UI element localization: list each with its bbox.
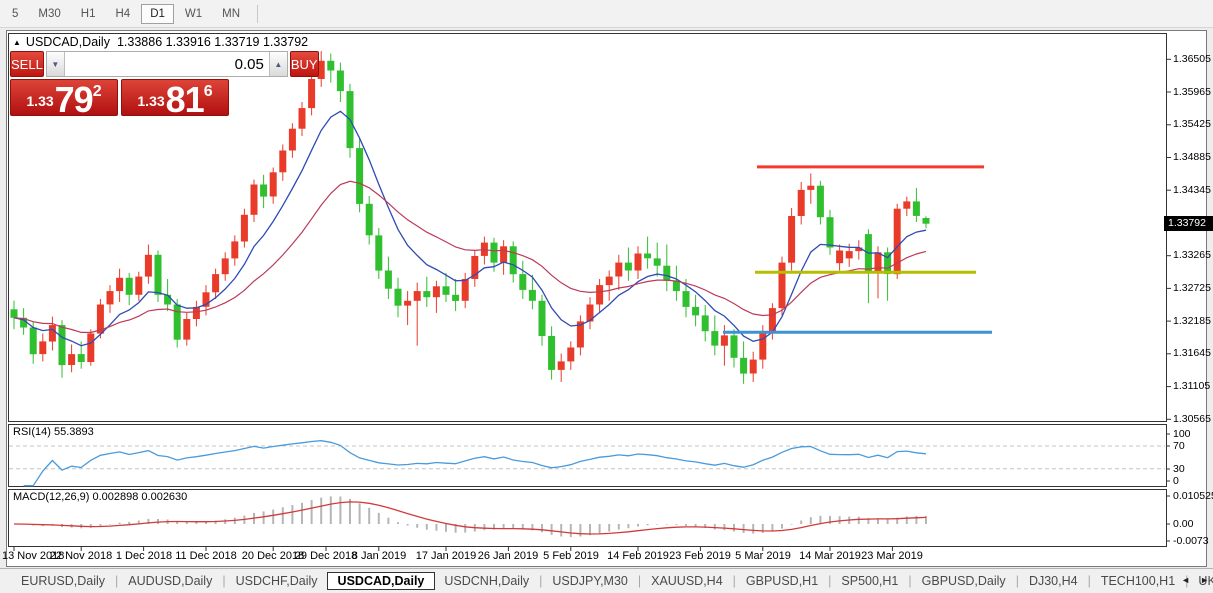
timeframe-button-mn[interactable]: MN [222,7,241,20]
price-tick-label: 1.31105 [1173,380,1211,392]
rsi-line [23,440,927,487]
price-tick-label: 1.33265 [1173,249,1211,261]
chart-title: ▲ USDCAD,Daily 1.33886 1.33916 1.33719 1.3… [13,35,308,49]
buy-button[interactable]: BUY [289,51,319,77]
volume-input[interactable] [64,52,269,76]
price-tick-label: 1.31645 [1173,347,1211,359]
timeframe-button-w1[interactable]: W1 [184,7,203,20]
symbol-tab-bar: EURUSD,Daily | AUDUSD,Daily | USDCHF,Daily US… [0,568,1213,593]
symbol-label: USDCAD,Daily [25,35,110,49]
tab-usdcnh[interactable]: USDCNH,Daily [444,574,530,588]
tab-divider: | [115,574,119,588]
timeframe-button-m30[interactable]: M30 [38,7,61,20]
rsi-tick-label: 70 [1173,440,1185,452]
tab-tech100[interactable]: TECH100,H1 [1100,574,1176,588]
tab-gbpusd[interactable]: GBPUSD,H1 [745,574,819,588]
sell-price-tile[interactable]: 1.33 79 2 [10,79,118,120]
tab-divider: | [222,574,226,588]
macd-tick-label: 0.00 [1173,518,1194,530]
macd-tick-label: 0.010525 [1173,490,1213,502]
macd-signal-line [13,501,927,535]
date-label: 14 Mar 2019 [799,550,861,562]
tab-usdjpy[interactable]: USDJPY,M30 [552,574,628,588]
tab-divider: | [908,574,912,588]
timeframe-button-h1[interactable]: H1 [80,7,96,20]
toolbar-separator [257,4,259,23]
date-label: 17 Jan 2019 [415,550,477,562]
date-label: 5 Feb 2019 [543,550,599,562]
price-tick-label: 1.34345 [1173,184,1211,196]
tab-usdcad[interactable]: USDCAD,Daily [326,572,436,590]
price-tick-label: 1.32185 [1173,315,1211,327]
date-label: 13 Nov 2018 [2,550,65,562]
price-tick-label: 1.32725 [1173,282,1211,294]
volume-spinner: ▼ ▲ [45,51,288,77]
ma-slow-line [13,180,927,334]
price-tick-label: 1.35965 [1173,86,1211,98]
buy-price-prefix: 1.33 [137,93,165,109]
date-label: 20 Dec 2018 [241,550,305,562]
volume-decrease-button[interactable]: ▼ [46,52,65,76]
price-tick-label: 1.35425 [1173,118,1211,130]
sell-button[interactable]: SELL [10,51,44,77]
date-label: 29 Dec 2018 [294,550,358,562]
collapse-icon[interactable]: ▲ [13,38,21,47]
buy-price-frac: 6 [203,83,213,100]
date-label: 23 Mar 2019 [861,550,923,562]
rsi-tick-label: 100 [1173,428,1191,440]
rsi-tick-label: 30 [1173,463,1185,475]
tab-divider: | [1087,574,1091,588]
date-label: 22 Nov 2018 [49,550,113,562]
price-tick-label: 1.34885 [1173,151,1211,163]
tab-divider: | [1015,574,1019,588]
chevron-up-icon: ▲ [274,59,283,69]
tab-dj30[interactable]: DJ30,H4 [1028,574,1078,588]
sell-price-prefix: 1.33 [26,93,54,109]
rsi-tick-label: 0 [1173,475,1179,487]
buy-price-tile[interactable]: 1.33 81 6 [121,79,229,120]
tab-gbpusd[interactable]: GBPUSD,Daily [921,574,1006,588]
date-label: 8 Jan 2019 [351,550,407,562]
rsi-indicator-label: RSI(14) 55.3893 [13,426,94,438]
macd-indicator-label: MACD(12,26,9) 0.002898 0.002630 [13,491,188,503]
tab-sp500[interactable]: SP500,H1 [841,574,899,588]
date-label: 11 Dec 2018 [175,550,237,562]
tab-scroll-left-icon[interactable]: ◄ [1181,575,1191,585]
tab-eurusd[interactable]: EURUSD,Daily [21,574,106,588]
price-tick-label: 1.36505 [1173,53,1211,65]
date-label: 1 Dec 2018 [115,550,173,562]
tab-divider: | [732,574,736,588]
date-label: 5 Mar 2019 [735,550,791,562]
tab-divider: | [637,574,642,588]
macd-tick-label: -0.0073 [1173,535,1209,547]
date-label: 23 Feb 2019 [669,550,731,562]
tab-divider: | [828,574,832,588]
timeframe-toolbar: 5 M30 H1 H4 D1 W1 MN [0,0,1213,28]
price-tick-label: 1.30565 [1173,413,1211,425]
timeframe-button-h4[interactable]: H4 [115,7,131,20]
ohlc-values: 1.33886 1.33916 1.33719 1.33792 [116,35,309,49]
tab-xauusd[interactable]: XAUUSD,H4 [651,574,723,588]
tab-divider: | [539,574,543,588]
sell-price-big: 79 [54,79,94,120]
date-label: 14 Feb 2019 [607,550,669,562]
tab-scroll-right-icon[interactable]: ► [1200,575,1209,585]
tab-audusd[interactable]: AUDUSD,Daily [128,574,213,588]
tab-divider: | [1185,574,1189,588]
tab-ukc[interactable]: UKC [1198,574,1213,588]
date-label: 26 Jan 2019 [477,550,539,562]
buy-price-big: 81 [165,79,205,120]
volume-increase-button[interactable]: ▲ [268,52,287,76]
sell-price-frac: 2 [92,83,102,100]
tab-usdchf[interactable]: USDCHF,Daily [235,574,318,588]
timeframe-button-d1[interactable]: D1 [141,3,174,24]
one-click-trade-panel: SELL ▼ ▲ BUY 1.33 79 2 1.33 81 6 [10,51,319,120]
ma-fast-line [13,110,927,347]
timeframe-button-5[interactable]: 5 [12,7,19,20]
current-price-badge: 1.33792 [1164,216,1213,231]
chevron-down-icon: ▼ [51,59,60,69]
